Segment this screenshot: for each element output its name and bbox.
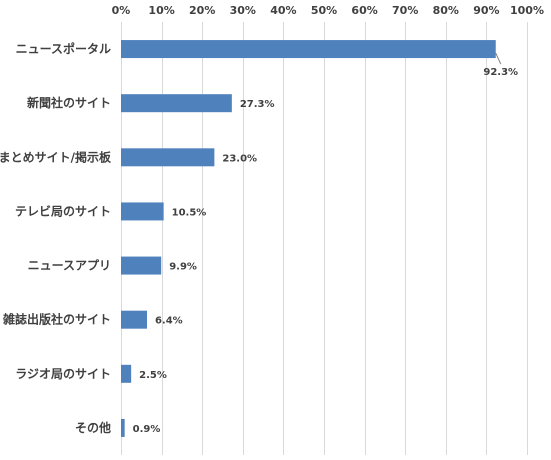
x-tick-label: 40% [270, 4, 296, 17]
bar-4 [121, 202, 164, 221]
bar-1 [121, 40, 496, 59]
category-label: 雑誌出版社のサイト [2, 312, 111, 327]
data-label: 0.9% [133, 424, 161, 435]
data-label: 6.4% [155, 316, 183, 327]
data-label: 9.9% [169, 262, 197, 273]
data-label: 10.5% [172, 207, 207, 218]
data-label: 23.0% [222, 153, 257, 164]
category-label: その他 [75, 420, 111, 435]
category-labels: ニュースポータル新聞社のサイトまとめサイト/掲示板テレビ局のサイトニュースアプリ… [0, 41, 112, 435]
category-label: 新聞社のサイト [27, 95, 111, 110]
data-label-leader-line [495, 52, 502, 65]
bar-2 [121, 94, 232, 113]
data-labels: 92.3% 27.3% 23.0% 10.5% 9.9% 6.4% 2.5% 0.9% [133, 52, 518, 435]
x-tick-label: 30% [230, 4, 256, 17]
category-label: まとめサイト/掲示板 [0, 149, 112, 164]
bar-3 [121, 148, 215, 167]
bar-8 [121, 418, 125, 437]
x-tick-label: 10% [148, 4, 174, 17]
grid-lines [121, 22, 528, 455]
x-tick-label: 80% [433, 4, 459, 17]
category-label: ラジオ局のサイト [15, 367, 111, 381]
x-tick-label: 60% [351, 4, 377, 17]
category-label: テレビ局のサイト [15, 203, 111, 218]
data-label: 27.3% [240, 99, 275, 110]
x-tick-label: 70% [392, 4, 418, 17]
bar-6 [121, 310, 147, 329]
bar-7 [121, 364, 132, 383]
x-tick-label: 90% [473, 4, 499, 17]
category-label: ニュースポータル [16, 41, 111, 56]
data-label: 92.3% [483, 67, 518, 78]
x-tick-label: 0% [112, 4, 131, 17]
data-label: 2.5% [139, 370, 167, 381]
x-tick-label: 50% [311, 4, 337, 17]
x-axis-tick-labels: 0% 10% 20% 30% 40% 50% 60% 70% 80% 90% 100% [112, 4, 544, 17]
bar-5 [121, 256, 162, 275]
bars [121, 40, 496, 437]
x-tick-label: 20% [189, 4, 215, 17]
category-label: ニュースアプリ [28, 258, 111, 273]
x-tick-label: 100% [510, 4, 544, 17]
